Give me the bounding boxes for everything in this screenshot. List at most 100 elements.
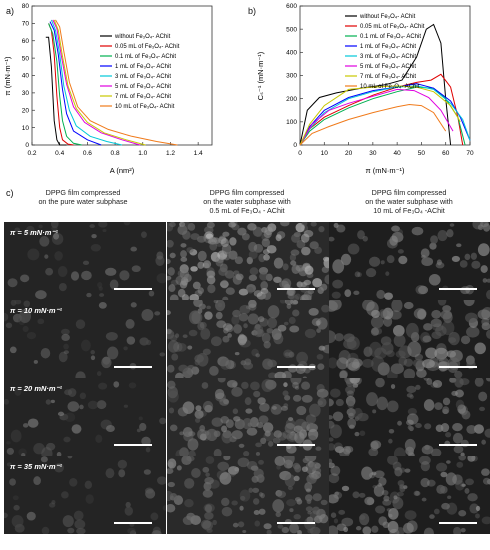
scale-bar — [114, 522, 152, 524]
legend-entry-7: 10 mL of Fe₃O₄- AChit — [115, 104, 175, 110]
micrograph-texture — [4, 456, 166, 534]
y-tick-label: 400 — [286, 50, 297, 57]
col1-line2: on the pure water subphase — [38, 197, 128, 206]
col3-line2: on the water subphase with — [365, 197, 453, 206]
y-tick-label: 40 — [22, 73, 30, 80]
y-tick-label: 600 — [286, 3, 297, 10]
legend-entry-2: 0.1 mL of Fe₃O₄- AChit — [115, 54, 176, 60]
scale-bar — [277, 288, 315, 290]
x-tick-label: 1.2 — [166, 150, 175, 157]
column-header-0-5ml: DPPG film compressed on the water subpha… — [166, 188, 328, 215]
compressibility-chart: 0 10 20 30 40 50 60 70 0 100 200 300 400 500 600 witho… — [256, 3, 474, 175]
scale-bar — [114, 366, 152, 368]
micrograph-texture — [329, 300, 490, 378]
x-tick-label: 1.0 — [138, 150, 147, 157]
micrograph-r3-c2 — [167, 378, 329, 456]
col2-line3: 0.5 mL of Fe₃O₄ - AChit — [209, 206, 285, 215]
micrograph-texture — [167, 300, 329, 378]
x-tick-label: 0.2 — [27, 150, 36, 157]
panel-label-b: b) — [248, 6, 257, 16]
micrograph-r4-c1: π = 35 mN·m⁻¹ — [4, 456, 166, 534]
y-tick-label: 0 — [25, 142, 29, 149]
x-tick-label: 20 — [345, 150, 353, 157]
panel-label-c: c) — [6, 188, 14, 198]
surface-pressure-label: π = 35 mN·m⁻¹ — [10, 462, 63, 471]
y-tick-label: 200 — [286, 96, 297, 103]
y-tick-label: 0 — [293, 142, 297, 149]
x-tick-label: 0.6 — [83, 150, 92, 157]
x-tick-label: 0 — [298, 150, 302, 157]
scale-bar — [439, 444, 477, 446]
legend-entry-2: 0.1 mL of Fe₃O₄- AChit — [360, 34, 421, 40]
micrograph-r1-c2 — [167, 222, 329, 300]
scale-bar — [439, 522, 477, 524]
micrograph-texture — [4, 378, 166, 456]
chart-b-xlabel: π (mN·m⁻¹) — [365, 166, 405, 175]
x-tick-label: 0.4 — [55, 150, 64, 157]
legend-entry-3: 1 mL of Fe₃O₄- AChit — [360, 44, 416, 50]
micrograph-texture — [167, 378, 329, 456]
column-header-10ml: DPPG film compressed on the water subpha… — [328, 188, 490, 215]
x-tick-label: 1.4 — [194, 150, 203, 157]
col2-line2: on the water subphase with — [203, 197, 291, 206]
micrograph-texture — [4, 222, 166, 300]
legend-entry-5: 5 mL of Fe₃O₄- AChit — [360, 64, 416, 70]
legend-entry-6: 7 mL of Fe₃O₄- AChit — [360, 74, 416, 80]
scale-bar — [277, 366, 315, 368]
y-tick-label: 10 — [22, 125, 30, 132]
x-tick-label: 50 — [418, 150, 426, 157]
series-line-4 — [50, 19, 123, 146]
scale-bar — [114, 288, 152, 290]
micrograph-r2-c2 — [167, 300, 329, 378]
legend-entry-0: without Fe₃O₄- AChit — [359, 14, 416, 20]
x-tick-label: 70 — [466, 150, 474, 157]
y-tick-label: 80 — [22, 3, 30, 10]
x-tick-label: 10 — [321, 150, 329, 157]
legend-entry-1: 0.05 mL of Fe₃O₄- AChit — [360, 24, 425, 30]
micrograph-texture — [167, 222, 329, 300]
series-line-0 — [45, 36, 67, 146]
series-line-0 — [299, 23, 452, 146]
y-tick-label: 300 — [286, 73, 297, 80]
isotherm-chart: 0.2 0.4 0.6 0.8 1.0 1.2 1.4 0 10 20 30 40 50 60 70 80 w… — [3, 3, 213, 175]
surface-pressure-label: π = 20 mN·m⁻¹ — [10, 384, 63, 393]
x-tick-label: 60 — [442, 150, 450, 157]
micrograph-texture — [329, 378, 490, 456]
col3-line3: 10 mL of Fe₃O₄ -AChit — [373, 206, 445, 215]
legend-entry-4: 3 mL of Fe₃O₄- AChit — [360, 54, 416, 60]
col3-line1: DPPG film compressed — [371, 188, 447, 197]
y-tick-label: 70 — [22, 21, 30, 28]
scale-bar — [277, 522, 315, 524]
micrograph-r1-c1: π = 5 mN·m⁻¹ — [4, 222, 166, 300]
micrograph-r4-c3 — [329, 456, 490, 534]
legend-entry-5: 5 mL of Fe₃O₄- AChit — [115, 84, 171, 90]
scale-bar — [277, 444, 315, 446]
legend-entry-7: 10 mL of Fe₃O₄- AChit — [360, 84, 420, 90]
micrograph-texture — [4, 300, 166, 378]
y-tick-label: 100 — [286, 119, 297, 126]
y-tick-label: 50 — [22, 55, 30, 62]
series-line-5 — [52, 19, 141, 146]
series-line-6 — [53, 19, 146, 146]
micrograph-r1-c3 — [329, 222, 490, 300]
series-line-7 — [299, 103, 447, 146]
micrograph-texture — [329, 222, 490, 300]
surface-pressure-label: π = 5 mN·m⁻¹ — [10, 228, 58, 237]
legend-entry-1: 0.05 mL of Fe₃O₄- AChit — [115, 44, 180, 50]
column-header-pure-water: DPPG film compressed on the pure water s… — [2, 188, 164, 206]
scale-bar — [114, 444, 152, 446]
series-line-1 — [299, 73, 464, 146]
legend-entry-4: 3 mL of Fe₃O₄- AChit — [115, 74, 171, 80]
micrograph-texture — [329, 456, 490, 534]
chart-a-ylabel: π (mN·m⁻¹) — [3, 56, 12, 96]
y-tick-label: 30 — [22, 90, 30, 97]
micrograph-texture — [167, 456, 329, 534]
col2-line1: DPPG film compressed — [209, 188, 285, 197]
series-line-2 — [48, 23, 82, 146]
legend-entry-0: without Fe₃O₄- AChit — [114, 34, 171, 40]
series-line-5 — [299, 88, 454, 146]
y-tick-label: 60 — [22, 38, 30, 45]
legend-entry-6: 7 mL of Fe₃O₄- AChit — [115, 94, 171, 100]
surface-pressure-label: π = 10 mN·m⁻¹ — [10, 306, 63, 315]
y-tick-label: 500 — [286, 26, 297, 33]
